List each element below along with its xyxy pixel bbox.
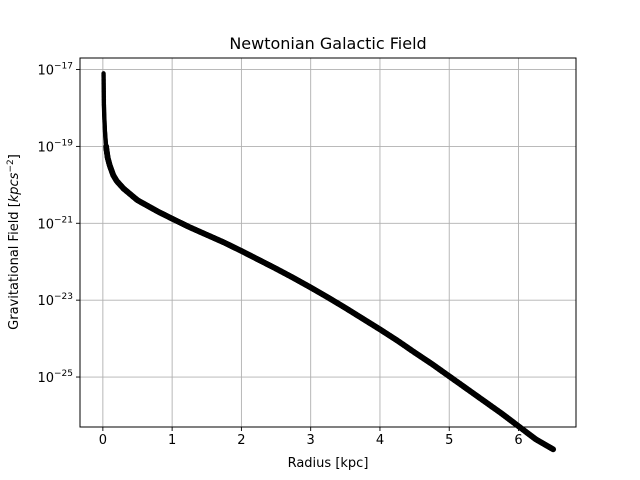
data-series xyxy=(101,71,557,453)
y-axis-label-exponent: −2 xyxy=(6,159,16,172)
x-tick-label: 6 xyxy=(514,433,522,448)
x-tick-label: 3 xyxy=(307,433,315,448)
y-tick-base: 10 xyxy=(37,64,54,79)
x-axis-label: Radius [kpc] xyxy=(288,456,369,471)
x-tick-label: 1 xyxy=(168,433,176,448)
x-tick-label: 5 xyxy=(445,433,453,448)
x-axis-ticks: 0 1 2 3 4 5 6 xyxy=(99,427,523,448)
y-tick-label: 10−19 xyxy=(37,138,73,155)
grid xyxy=(80,58,576,427)
y-tick-base: 10 xyxy=(37,294,54,309)
y-tick-exponent: −17 xyxy=(54,62,73,72)
y-tick-exponent: −23 xyxy=(54,292,73,302)
x-tick-label: 4 xyxy=(376,433,384,448)
y-axis-label-unit: kpcs xyxy=(7,172,22,202)
y-axis-label-close: ] xyxy=(7,154,22,159)
y-tick-base: 10 xyxy=(37,371,54,386)
y-axis-label: Gravitational Field [kpcs−2] xyxy=(6,154,22,330)
y-tick-label: 10−25 xyxy=(37,369,73,386)
x-tick-label: 0 xyxy=(99,433,107,448)
plot-frame xyxy=(79,57,577,428)
y-tick-label: 10−21 xyxy=(37,215,73,232)
y-tick-exponent: −19 xyxy=(54,138,73,148)
y-tick-exponent: −25 xyxy=(54,369,73,379)
x-tick-label: 2 xyxy=(237,433,245,448)
y-tick-exponent: −21 xyxy=(54,215,73,225)
y-tick-base: 10 xyxy=(37,140,54,155)
y-tick-label: 10−17 xyxy=(37,62,73,79)
y-tick-label: 10−23 xyxy=(37,292,73,309)
data-point xyxy=(550,446,557,453)
chart-title: Newtonian Galactic Field xyxy=(229,34,426,53)
y-tick-base: 10 xyxy=(37,217,54,232)
y-axis-label-text: Gravitational Field [ xyxy=(7,202,22,330)
